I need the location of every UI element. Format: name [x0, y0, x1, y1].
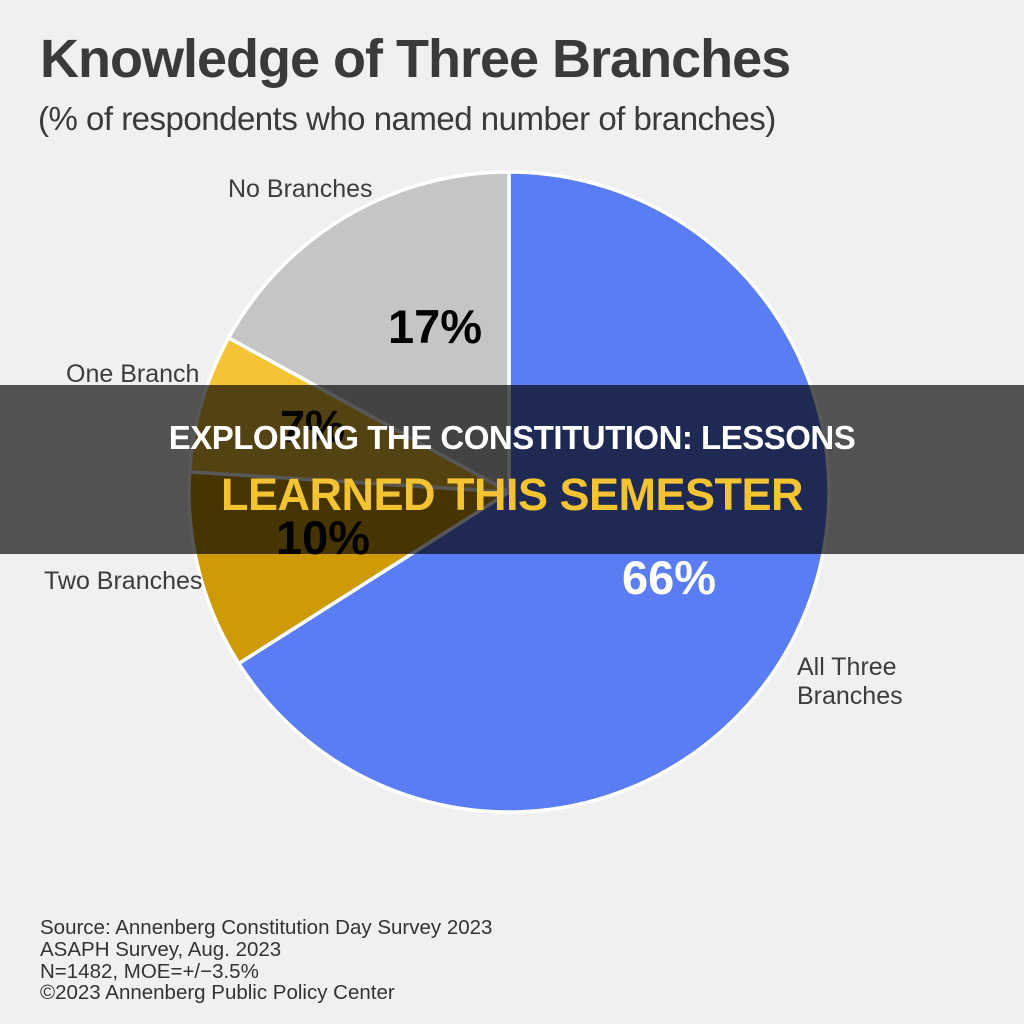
page-subtitle: (% of respondents who named number of br… [38, 100, 776, 137]
source-line: N=1482, MOE=+/−3.5% [40, 959, 259, 983]
banner-caption-line2: LEARNED THIS SEMESTER [220, 468, 804, 520]
source-line: ©2023 Annenberg Public Policy Center [40, 981, 395, 1005]
source-line: Source: Annenberg Constitution Day Surve… [40, 916, 493, 939]
source-line: ASAPH Survey, Aug. 2023 [40, 937, 282, 961]
source-attribution: Source: Annenberg Constitution Day Surve… [40, 917, 492, 1004]
page-title: Knowledge of Three Branches [40, 29, 791, 89]
slice-value-all-three-branches: 66% [622, 551, 717, 604]
banner-caption-line1: EXPLORING THE CONSTITUTION: LESSONS [168, 418, 856, 456]
slice-label-no-branches: No Branches [228, 175, 373, 203]
overlay-caption-banner: EXPLORING THE CONSTITUTION: LESSONS LEAR… [0, 385, 1024, 554]
slice-value-no-branches: 17% [388, 300, 483, 353]
slice-label-two-branches: Two Branches [44, 567, 203, 595]
slice-label-one-branch: One Branch [66, 360, 200, 388]
slice-label-all-three-branches: All Three Branches [797, 653, 903, 710]
